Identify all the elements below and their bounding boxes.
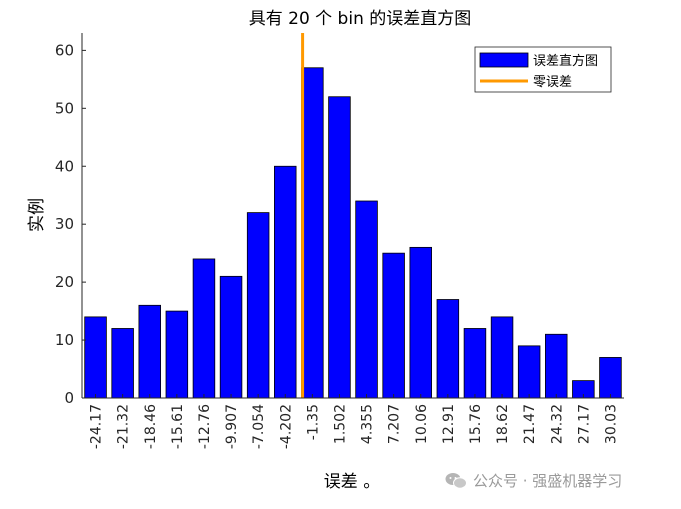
x-tick-label: 7.207 (387, 404, 403, 444)
x-tick-label: -21.32 (116, 404, 132, 449)
x-tick-label: -4.202 (278, 404, 294, 449)
histogram-bar (409, 246, 432, 399)
histogram-bar (463, 328, 487, 399)
bars-group (84, 67, 622, 399)
histogram-bar (328, 96, 351, 399)
x-tick-label: -9.907 (224, 404, 240, 449)
x-tick-label: 27.17 (576, 404, 592, 444)
x-tick-label: -12.76 (197, 404, 213, 449)
histogram-bar (246, 212, 270, 399)
x-tick-label: -15.61 (170, 404, 186, 449)
y-tick-label: 60 (55, 41, 74, 59)
y-axis-ticks: 0 10 20 30 40 50 60 (55, 41, 86, 407)
x-tick-label: 30.03 (603, 404, 619, 444)
x-tick-label: -1.35 (305, 404, 321, 440)
histogram-bar (84, 316, 107, 399)
histogram-bar (192, 258, 216, 399)
y-tick-label: 30 (55, 215, 74, 233)
y-tick-label: 10 (55, 331, 74, 349)
x-tick-label: 1.502 (332, 404, 348, 444)
x-tick-label: -7.054 (251, 404, 267, 449)
y-axis-label: 实例 (27, 198, 47, 232)
watermark: 公众号 · 强盛机器学习 (445, 470, 622, 491)
x-tick-label: 10.06 (414, 404, 430, 444)
y-tick-label: 40 (55, 157, 74, 175)
x-tick-label: 15.76 (468, 404, 484, 444)
legend: 误差直方图 零误差 (474, 46, 612, 93)
watermark-text: 公众号 · 强盛机器学习 (473, 472, 623, 490)
histogram-bar (517, 345, 541, 399)
histogram-bar (545, 333, 568, 399)
y-tick-label: 50 (55, 99, 74, 117)
histogram-bar (274, 165, 297, 399)
x-axis-ticks: -24.17 -21.32 -18.46 -15.61 -12.76 -9.907 -7.0… (89, 394, 619, 449)
histogram-bar (301, 67, 324, 399)
histogram-bar (436, 299, 460, 399)
legend-swatch-histogram (479, 52, 529, 68)
histogram-bar (111, 328, 134, 399)
x-axis-label: 误差 。 (324, 472, 380, 492)
histogram-bar (219, 275, 243, 399)
x-tick-label: -18.46 (143, 404, 159, 449)
legend-label-zero-error: 零误差 (533, 75, 572, 90)
y-tick-label: 0 (64, 389, 74, 407)
x-tick-label: 4.355 (360, 404, 376, 444)
chart-title: 具有 20 个 bin 的误差直方图 (249, 9, 472, 29)
histogram-bar (138, 304, 161, 399)
x-tick-label: 18.62 (495, 404, 511, 444)
y-tick-label: 20 (55, 273, 74, 291)
histogram-bar (355, 200, 378, 399)
histogram-bar (490, 316, 514, 399)
x-tick-label: -24.17 (89, 404, 105, 449)
histogram-bar (599, 357, 622, 399)
wechat-icon (445, 472, 467, 489)
x-tick-label: 24.32 (549, 404, 565, 444)
histogram-bar (382, 252, 405, 399)
histogram-bar (165, 310, 189, 399)
legend-label-histogram: 误差直方图 (533, 53, 598, 69)
x-tick-label: 12.91 (441, 404, 457, 444)
x-tick-label: 21.47 (522, 404, 538, 444)
